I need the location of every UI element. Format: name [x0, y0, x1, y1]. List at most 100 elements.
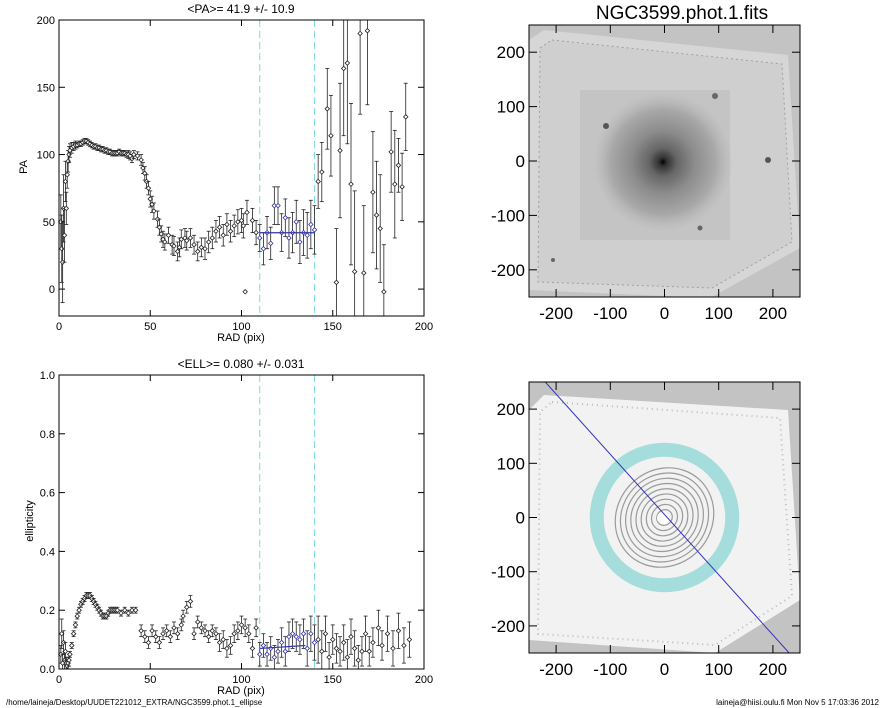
data-point-54	[151, 208, 157, 214]
data-point-103	[311, 227, 318, 233]
data-point-74	[253, 625, 259, 631]
data-point-103	[359, 648, 365, 655]
ell-ytick-labels: 0.0 0.2 0.4 0.6 0.8 1.0	[40, 370, 55, 676]
data-point-108	[379, 642, 385, 649]
data-point-59	[198, 625, 205, 631]
data-point-92	[319, 648, 325, 655]
data-point-75	[213, 228, 219, 235]
data-point-106	[370, 639, 376, 646]
ytick-label-2: 100	[37, 150, 55, 162]
data-point-52	[174, 630, 181, 637]
data-point-94	[326, 654, 332, 661]
isophote-contour-0	[656, 509, 673, 526]
xtick-label-0: 0	[56, 321, 62, 333]
data-point-73	[205, 239, 212, 245]
data-point-98	[340, 639, 347, 646]
data-point-67	[183, 237, 190, 244]
ell-axes-frame	[58, 374, 425, 670]
data-point-65	[178, 236, 185, 243]
residual-xtick-labels: -200 -100 0 100 200	[539, 660, 787, 679]
data-point-74	[209, 235, 216, 241]
xtick-label-2: 0	[660, 304, 669, 323]
data-point-112	[401, 642, 407, 649]
ell-points	[58, 592, 413, 670]
data-point-62	[171, 243, 177, 249]
star-3	[765, 157, 771, 163]
pa-plot: <PA>= 41.9 +/- 10.9 PA RAD (pix) 0 50 100 1…	[18, 2, 433, 344]
data-point-45	[131, 151, 137, 158]
data-point-96	[333, 645, 340, 652]
data-point-89	[308, 630, 314, 637]
data-point-91	[267, 240, 274, 247]
data-point-97	[337, 648, 343, 655]
image-ticks	[529, 25, 800, 297]
data-point-42	[138, 628, 144, 634]
data-point-83	[240, 223, 247, 229]
data-point-86	[297, 636, 303, 643]
data-point-72	[246, 630, 252, 637]
data-point-107	[328, 132, 334, 139]
data-point-66	[224, 645, 230, 652]
isophote-contour-5	[630, 482, 699, 553]
ell-xtick-labels: 0 50 100 150 200	[56, 674, 433, 686]
data-point-77	[220, 232, 227, 239]
data-point-84	[289, 630, 296, 637]
data-point-12	[70, 630, 77, 637]
data-point-14	[74, 613, 81, 619]
data-point-5	[62, 648, 69, 655]
data-point-124	[399, 184, 405, 190]
data-point-80	[231, 223, 237, 229]
data-point-43	[142, 633, 148, 640]
data-point-109	[384, 630, 391, 637]
ytick-label-4: 200	[497, 400, 525, 419]
data-point-56	[187, 598, 194, 605]
residual-field	[529, 395, 800, 653]
ytick-label-1: 0.2	[40, 605, 55, 617]
data-point-6	[63, 205, 70, 212]
data-point-92	[271, 202, 278, 209]
xtick-label-1: 50	[144, 674, 156, 686]
data-point-93	[275, 202, 281, 209]
data-point-76	[260, 642, 267, 649]
footer-user-date: laineja@hiisi.oulu.fi Mon Nov 5 17:03:36…	[716, 698, 879, 707]
pa-fit-range-lines	[259, 20, 315, 316]
data-point-115	[361, 270, 367, 276]
data-point-113	[351, 268, 358, 275]
xtick-label-4: 200	[415, 321, 433, 333]
data-point-76	[216, 224, 223, 230]
data-point-13	[72, 622, 79, 628]
data-point-104	[362, 630, 369, 637]
data-point-105	[366, 648, 373, 655]
ytick-label-0: -200	[491, 617, 525, 636]
data-point-111	[344, 60, 351, 66]
ytick-label-1: -100	[491, 563, 525, 582]
data-point-101	[304, 232, 310, 239]
pa-xlabel: RAD (pix)	[217, 332, 265, 344]
isophote-contour-6	[625, 477, 704, 558]
isophote-contour-1	[650, 503, 679, 532]
ytick-label-3: 100	[497, 98, 525, 117]
data-point-59	[162, 239, 168, 245]
ell-xlabel: RAD (pix)	[217, 685, 265, 697]
ytick-label-1: 50	[43, 217, 55, 229]
data-point-39	[125, 610, 132, 616]
data-point-45	[149, 628, 155, 634]
data-point-37	[118, 610, 124, 616]
data-point-84	[242, 289, 248, 295]
ytick-label-0: 0	[49, 284, 55, 296]
xtick-label-1: -100	[593, 304, 627, 323]
data-point-36	[114, 607, 121, 613]
data-point-87	[300, 630, 307, 637]
data-point-85	[293, 633, 300, 640]
data-point-95	[282, 215, 289, 221]
ytick-label-2: 0	[516, 152, 525, 171]
data-point-122	[392, 181, 398, 187]
data-point-71	[198, 244, 205, 251]
image-axes-frame	[528, 24, 801, 298]
pa-xtick-labels: 0 50 100 150 200	[56, 321, 433, 333]
image-ytick-labels: -200 -100 0 100 200	[491, 43, 525, 280]
ytick-label-3: 100	[497, 454, 525, 473]
ytick-label-4: 200	[37, 15, 55, 27]
data-point-112	[348, 181, 354, 187]
